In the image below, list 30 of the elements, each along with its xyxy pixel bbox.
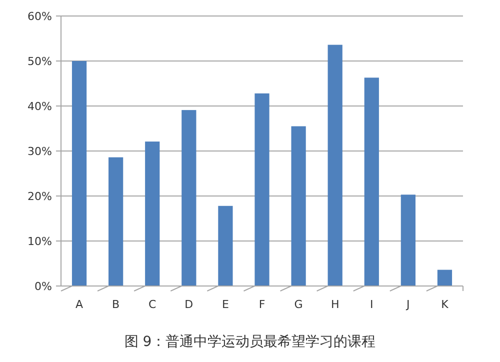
bar xyxy=(291,126,306,286)
x-tick-label: H xyxy=(330,298,340,311)
bar xyxy=(108,157,124,286)
bar xyxy=(145,142,160,286)
caption: 图 9：普通中学运动员最希望学习的课程 xyxy=(124,333,376,350)
y-tick-label: 40% xyxy=(28,100,52,113)
bar xyxy=(437,270,452,286)
bar xyxy=(364,78,379,286)
y-tick-label: 0% xyxy=(34,280,52,293)
bar xyxy=(218,206,233,286)
x-tick-label: G xyxy=(294,298,303,311)
x-tick-label: D xyxy=(184,298,194,311)
x-tick-label: F xyxy=(258,298,266,311)
y-tick-label: 30% xyxy=(28,144,52,158)
bar xyxy=(182,110,196,286)
y-tick-label: 10% xyxy=(28,234,52,248)
x-tick-label: J xyxy=(406,298,410,311)
y-tick-label: 50% xyxy=(28,54,52,68)
x-tick-label: I xyxy=(370,298,374,311)
y-tick-label: 60% xyxy=(28,10,52,23)
bar xyxy=(328,44,342,286)
bar xyxy=(254,93,270,286)
x-tick-label: K xyxy=(441,298,450,311)
bar xyxy=(72,61,87,286)
x-tick-label: A xyxy=(76,298,84,311)
x-tick-label: E xyxy=(222,298,229,311)
x-tick-label: C xyxy=(148,298,157,311)
x-tick-label: B xyxy=(112,298,120,311)
bar xyxy=(400,194,416,286)
y-tick-label: 20% xyxy=(28,190,52,203)
